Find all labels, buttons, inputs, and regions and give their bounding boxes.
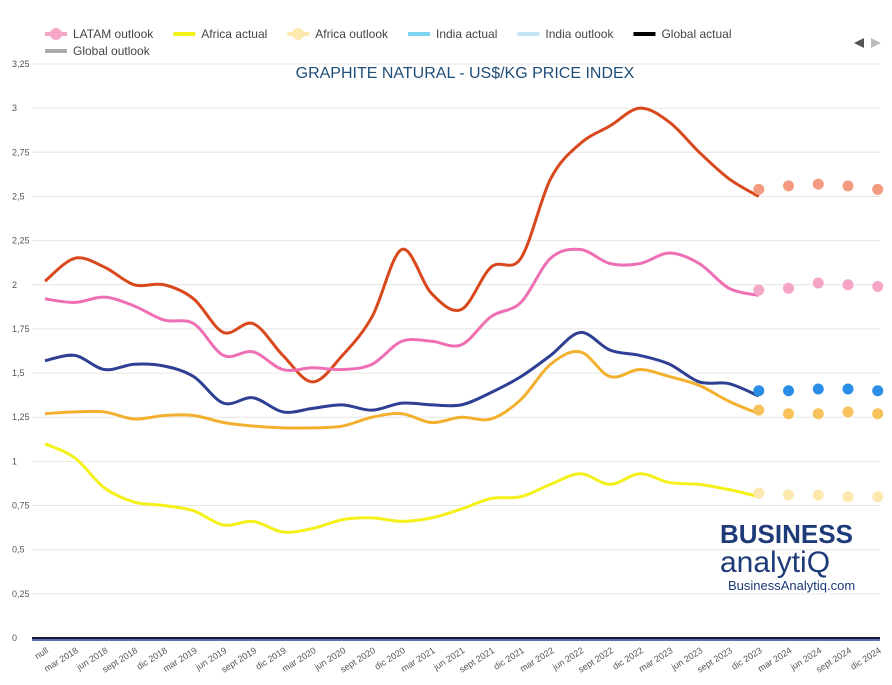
legend-label: India outlook [545,27,614,41]
series-line [44,247,760,372]
y-tick-label: 1,25 [12,412,30,422]
outlook-point [842,406,854,418]
outlook-point [812,408,824,420]
legend-label: Africa actual [201,27,267,41]
y-tick-label: 1,75 [12,324,30,334]
outlook-point [812,178,824,190]
outlook-point [872,183,884,195]
outlook-point [783,282,795,294]
outlook-point [783,180,795,192]
outlook-point [812,489,824,501]
y-tick-label: 0,5 [12,545,25,555]
legend-marker [292,28,305,40]
series-line [44,106,760,384]
outlook-point [812,277,824,289]
legend-label: Global outlook [73,44,151,58]
logo-bottom: analytiQ [720,546,830,579]
outlook-point [842,279,854,291]
outlook-point [872,408,884,420]
y-tick-label: 0,75 [12,501,30,511]
y-tick-label: 0,25 [12,589,30,599]
outlook-point [842,180,854,192]
legend-label: India actual [436,27,497,41]
series-line [44,442,760,534]
x-tick-label: mar 2018 [42,645,80,674]
outlook-point [842,383,854,395]
outlook-point [872,281,884,293]
legend-item[interactable]: Africa actual [173,27,267,41]
legend-item[interactable]: India outlook [517,27,614,41]
x-tick-label: null [33,645,50,661]
y-tick-label: 2 [12,280,17,290]
outlook-point [753,404,765,416]
legend-item[interactable]: Global outlook [45,44,151,58]
x-tick-label: mar 2024 [756,645,794,674]
outlook-point [753,385,765,397]
legend-marker [50,28,62,40]
y-tick-label: 3 [12,103,17,113]
x-tick-label: mar 2020 [280,645,318,674]
legend-label: Global actual [661,27,731,41]
legend-prev[interactable] [854,38,864,48]
outlook-point [872,385,884,397]
outlook-point [753,183,765,195]
chart-title: GRAPHITE NATURAL - US$/KG PRICE INDEX [296,65,635,82]
x-tick-label: mar 2019 [161,645,199,674]
y-tick-label: 1,5 [12,368,25,378]
logo-top: BUSINESS [720,519,853,549]
outlook-point [753,487,765,499]
x-tick-label: mar 2023 [637,645,675,674]
y-tick-label: 1 [12,456,17,466]
legend-label: LATAM outlook [73,27,154,41]
outlook-point [753,284,765,296]
y-tick-label: 2,5 [12,191,25,201]
legend-item[interactable]: Global actual [633,27,732,41]
y-tick-label: 3,25 [12,59,30,69]
legend-item[interactable]: Africa outlook [287,27,389,41]
legend-item[interactable]: LATAM outlook [45,27,154,41]
x-tick-label: mar 2021 [399,645,437,674]
outlook-point [842,491,854,503]
logo: BUSINESS analytiQ BusinessAnalytiq.com [720,519,855,593]
y-tick-label: 2,75 [12,147,30,157]
outlook-point [783,385,795,397]
logo-url: BusinessAnalytiq.com [728,578,855,593]
outlook-point [783,489,795,501]
outlook-point [812,383,824,395]
legend-next[interactable] [871,38,881,48]
outlook-point [872,491,884,503]
outlook-point [783,408,795,420]
legend-item[interactable]: India actual [408,27,497,41]
series-line [44,330,760,414]
x-tick-label: dic 2024 [849,645,883,672]
series-line [44,350,760,430]
x-tick-label: mar 2022 [518,645,556,674]
y-tick-label: 0 [12,633,17,643]
y-tick-label: 2,25 [12,236,30,246]
legend-label: Africa outlook [315,27,389,41]
